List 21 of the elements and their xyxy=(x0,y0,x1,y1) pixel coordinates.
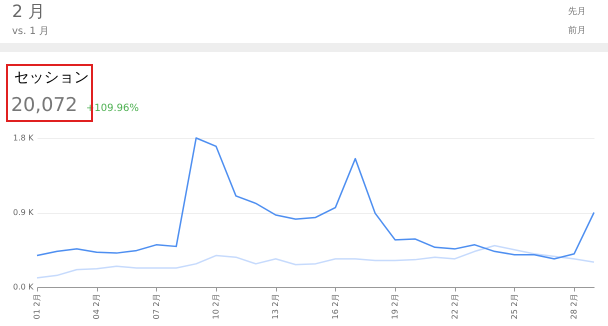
text: 20,072 xyxy=(11,94,78,116)
x-tick-label: 25 2月 xyxy=(510,294,519,320)
y-tick-label: 1.8 K xyxy=(12,134,34,142)
chart-title: 2 月 xyxy=(12,2,46,22)
line-series xyxy=(36,137,595,260)
x-tick-label: 22 2月 xyxy=(450,294,460,320)
x-tick-label: 19 2月 xyxy=(390,294,400,320)
text: セッション xyxy=(14,68,89,86)
x-tick-label: 10 2月 xyxy=(212,294,221,320)
x-tick-label: 28 2月 xyxy=(570,294,579,320)
chart-subtitle: vs. 1 月 xyxy=(12,26,50,37)
x-tick-label: 04 2月 xyxy=(92,294,102,320)
x-tick-label: 16 2月 xyxy=(330,294,340,320)
text: 先月 xyxy=(568,6,586,17)
y-tick-label: 0.9 K xyxy=(12,208,34,217)
text: 前月 xyxy=(568,25,586,36)
line-series xyxy=(36,244,595,279)
y-tick-label: 0.0 K xyxy=(12,282,34,292)
x-tick-label: 13 2月 xyxy=(271,294,280,320)
x-tick-label: 01 2月 xyxy=(32,294,42,320)
x-tick-label: 07 2月 xyxy=(152,294,161,320)
